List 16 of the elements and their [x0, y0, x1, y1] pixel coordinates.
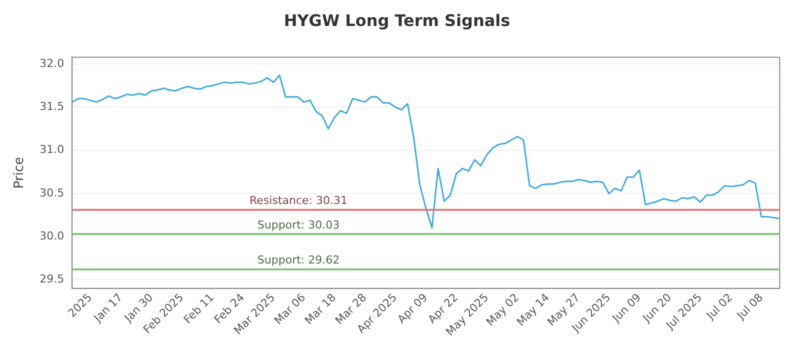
y-tick-label: 31.5	[40, 100, 64, 114]
x-tick-label: Jul 08	[734, 290, 766, 323]
y-axis-title: Price	[12, 156, 28, 189]
y-tick-label: 29.5	[40, 272, 64, 286]
x-tick-label: Jan 17	[90, 290, 126, 326]
ref-line-label: Resistance: 30.31	[250, 194, 348, 208]
x-tick-label: Jun 09	[609, 290, 644, 326]
y-tick-label: 30.0	[40, 229, 64, 242]
chart-title: HYGW Long Term Signals	[284, 10, 510, 30]
x-tick-label: Apr 09	[395, 290, 430, 326]
ref-line-label: Support: 30.03	[257, 218, 340, 232]
x-tick-label: Jul 02	[703, 290, 736, 323]
y-tick-label: 30.5	[40, 186, 64, 200]
y-tick-label: 31.0	[40, 143, 64, 156]
y-tick-label: 32.0	[40, 56, 64, 70]
ref-line-label: Support: 29.62	[257, 254, 340, 267]
